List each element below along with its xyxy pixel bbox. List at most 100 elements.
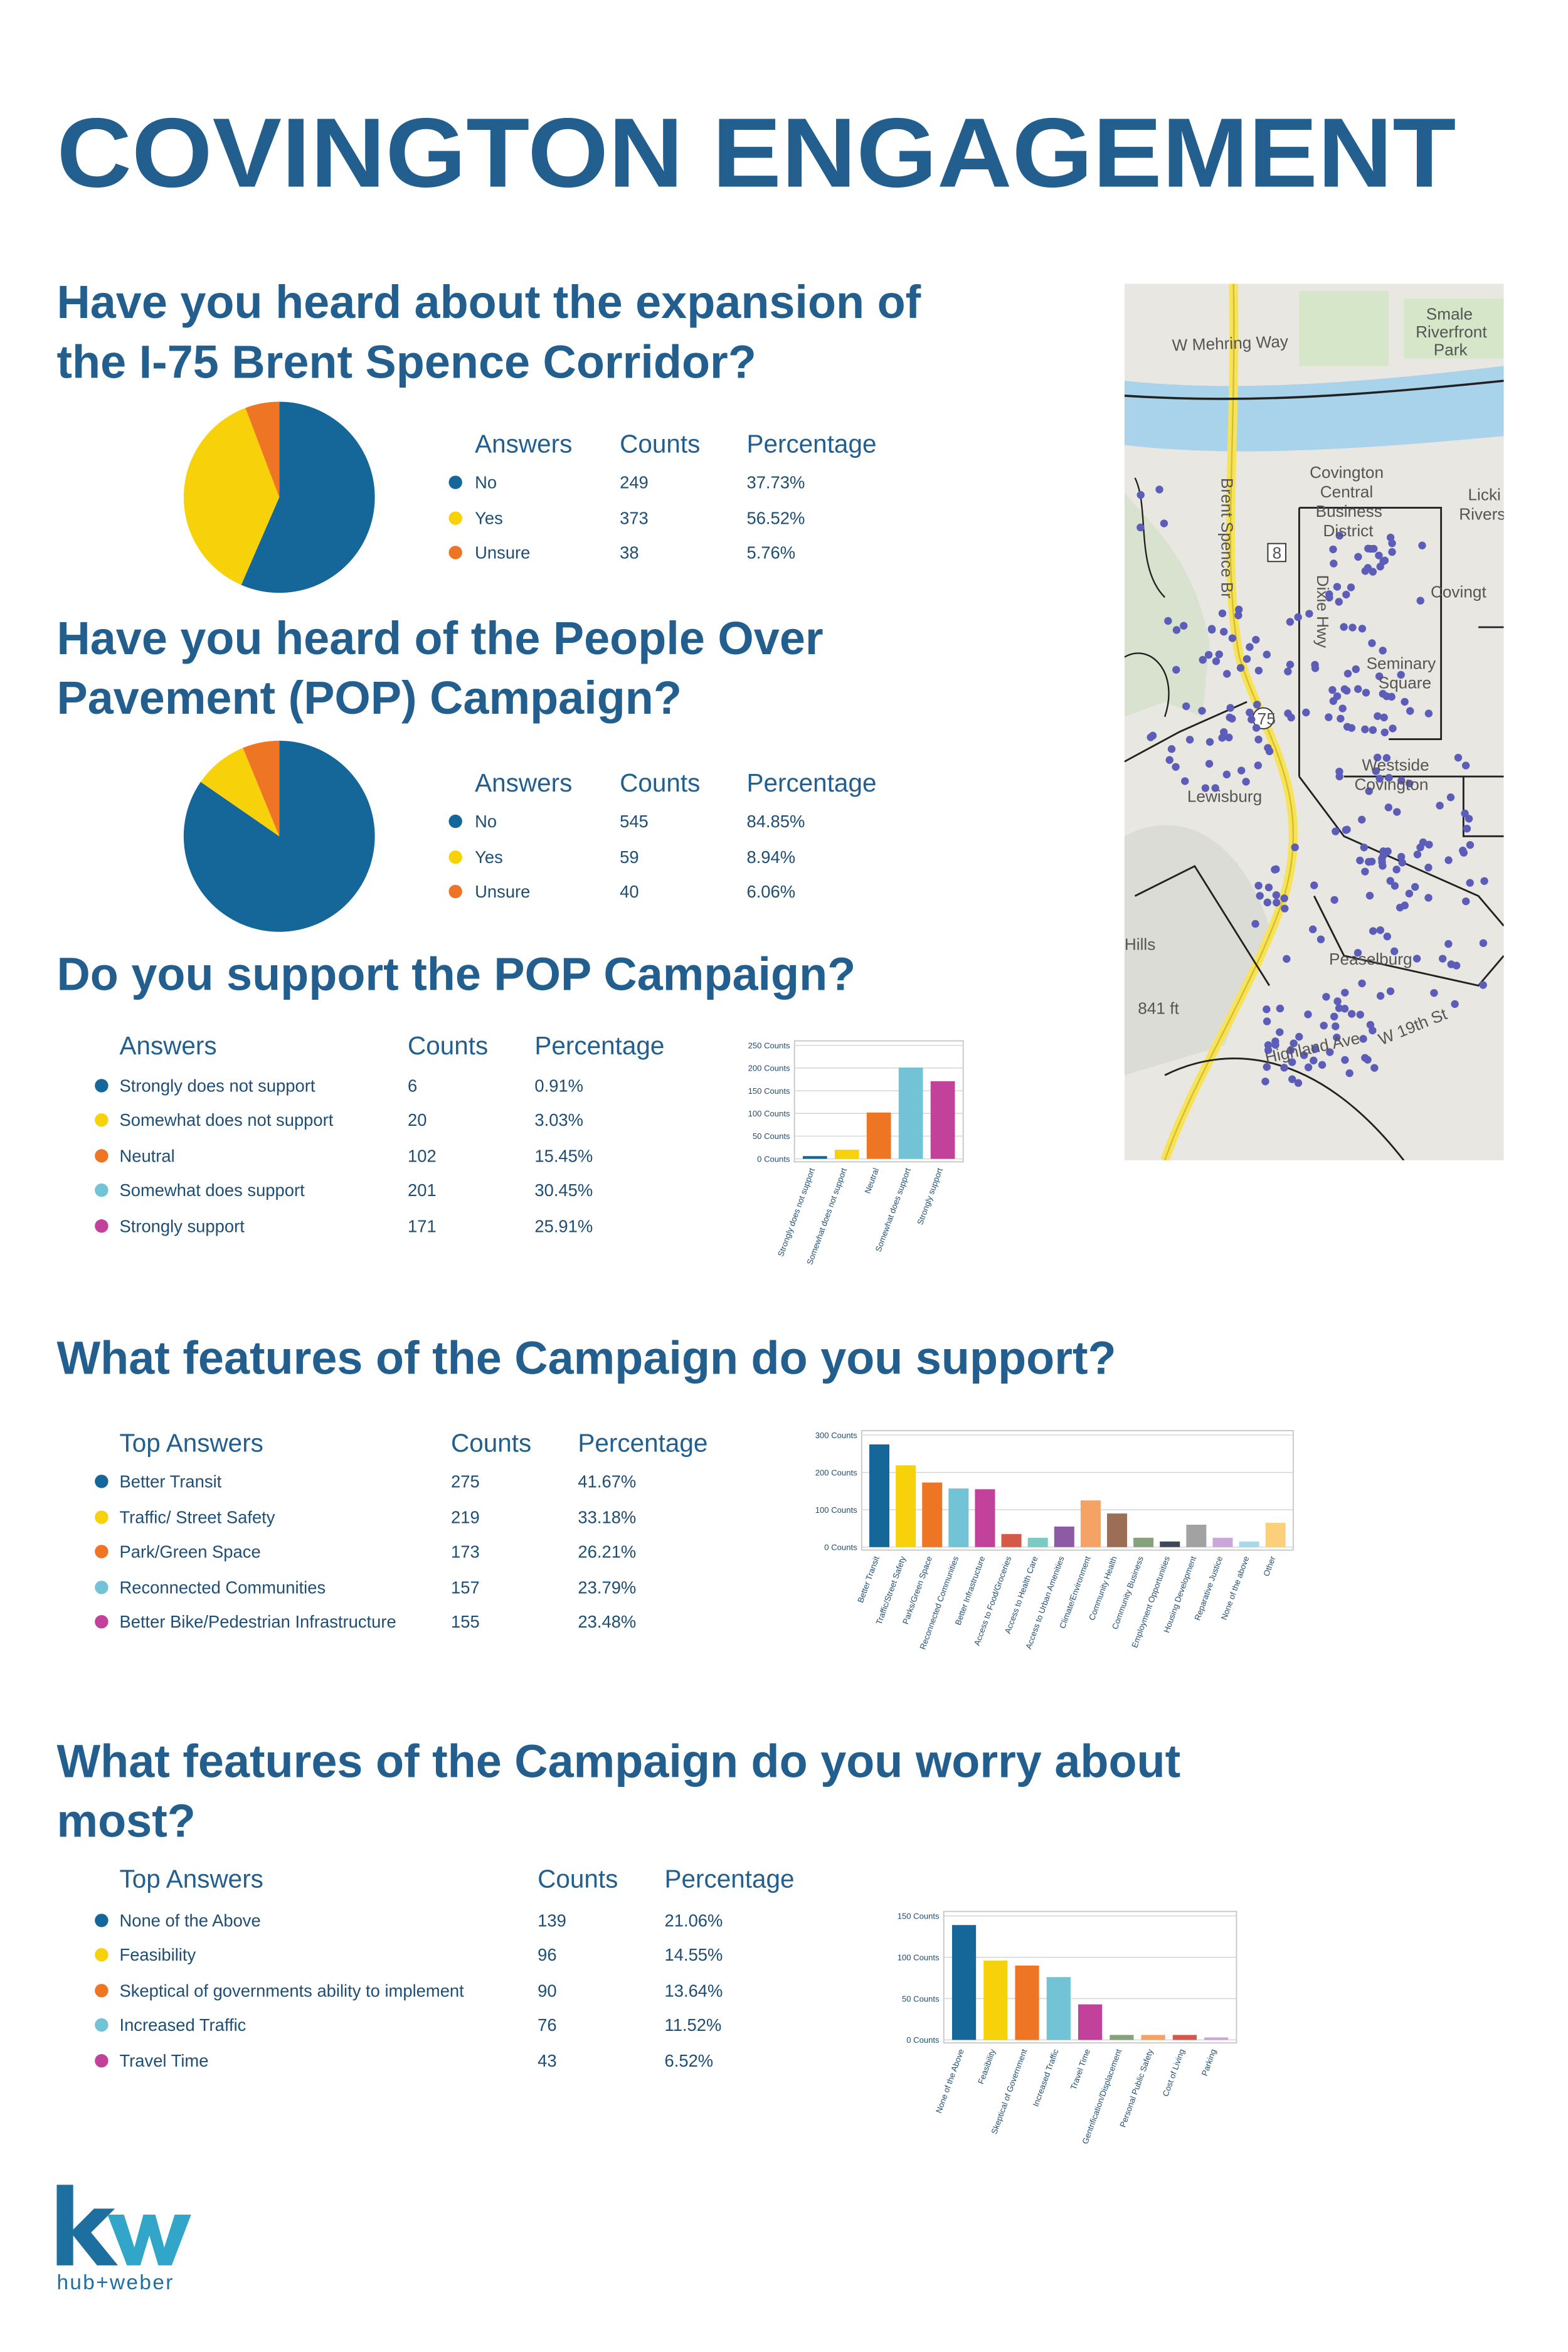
map-dot <box>1225 733 1233 742</box>
table-cell: Unsure <box>475 543 530 562</box>
table-cell: 56.52% <box>746 509 805 528</box>
table-cell: 13.64% <box>665 1981 723 2000</box>
map-dot <box>1387 692 1396 701</box>
map-dot <box>1418 541 1426 549</box>
legend-dot <box>95 1510 109 1524</box>
map-label: Business <box>1316 502 1382 521</box>
map-label: Park <box>1434 341 1468 359</box>
y-tick-label: 150 Counts <box>898 1912 940 1921</box>
logo: hub+weber <box>56 2185 191 2294</box>
legend-dot <box>95 1149 109 1163</box>
y-tick-label: 250 Counts <box>748 1041 790 1050</box>
bar <box>1186 1524 1207 1547</box>
table-cell: Yes <box>475 847 503 867</box>
map-dot <box>1425 840 1433 849</box>
map-dot <box>1374 712 1382 720</box>
map-dot <box>1358 815 1366 824</box>
map-dot <box>1406 780 1414 788</box>
map-dot <box>1234 611 1242 620</box>
bar <box>1027 1537 1048 1547</box>
map-dot <box>1376 926 1384 935</box>
legend-dot <box>448 546 462 559</box>
y-tick-label: 50 Counts <box>902 1994 940 2003</box>
map-dot <box>1254 761 1263 770</box>
legend-dot <box>448 475 462 489</box>
map-dot <box>1413 850 1422 859</box>
map-dot <box>1136 490 1145 499</box>
map-dot <box>1172 626 1181 634</box>
table-header: Percentage <box>578 1428 707 1457</box>
bar <box>1078 2004 1103 2040</box>
table-cell: None of the Above <box>119 1910 260 1930</box>
page-title: COVINGTON ENGAGEMENT <box>56 98 1456 208</box>
bar <box>951 1925 977 2040</box>
map-dot <box>1343 669 1352 678</box>
map-dot <box>1446 793 1455 802</box>
map-dot <box>1411 882 1419 891</box>
map-dot <box>1286 618 1295 626</box>
map-dot <box>1164 617 1172 625</box>
question: the I-75 Brent Spence Corridor? <box>56 336 756 388</box>
map-dot <box>1361 1054 1369 1062</box>
bar <box>1080 1500 1101 1547</box>
map-dot <box>1361 867 1369 876</box>
map-dot <box>1358 625 1367 633</box>
map-dot <box>1365 891 1374 900</box>
bar <box>1107 1513 1128 1547</box>
bar <box>896 1465 916 1547</box>
pie-slice <box>241 401 375 593</box>
map-dot <box>1416 843 1424 852</box>
table-cell: 23.48% <box>578 1612 636 1631</box>
question: Pavement (POP) Campaign? <box>56 672 681 724</box>
legend-dot <box>95 1183 109 1197</box>
map-dot <box>1322 993 1330 1001</box>
map-dot <box>1376 992 1385 1000</box>
map-dot <box>1378 858 1386 866</box>
map-dot <box>1436 802 1444 810</box>
table-cell: 37.73% <box>746 473 805 492</box>
bar <box>834 1150 859 1159</box>
bar <box>866 1112 891 1159</box>
map-dot <box>1360 843 1368 852</box>
map-dot <box>1479 981 1487 989</box>
table-cell: Strongly does not support <box>119 1076 315 1095</box>
table-cell: 5.76% <box>746 543 795 562</box>
map-dot <box>1359 1035 1367 1043</box>
y-tick-label: 100 Counts <box>748 1109 790 1118</box>
table-cell: 40 <box>620 882 638 901</box>
map-dot <box>1401 697 1409 706</box>
map-dot <box>1347 724 1356 732</box>
map-dot <box>1304 1063 1313 1071</box>
map-dot <box>1333 1033 1341 1042</box>
legend-dot <box>95 1545 109 1559</box>
map-dot <box>1172 763 1180 771</box>
map-dot <box>1356 856 1364 865</box>
logo-text: hub+weber <box>56 2271 174 2294</box>
map-dot <box>1201 784 1210 792</box>
logo-k <box>56 2185 119 2265</box>
map-dot <box>1466 879 1474 887</box>
table-cell: Increased Traffic <box>119 2015 246 2035</box>
map-label: Covington <box>1355 775 1429 794</box>
map-dot <box>1333 692 1342 701</box>
map-label: Westside <box>1362 756 1429 775</box>
table-header: Percentage <box>534 1031 664 1060</box>
map-dot <box>1246 708 1254 717</box>
bar <box>869 1444 890 1547</box>
map-dot <box>1461 809 1469 818</box>
map-dot <box>1397 776 1406 785</box>
table-header: Answers <box>475 768 572 797</box>
table-cell: 545 <box>620 812 649 831</box>
map-dot <box>1362 689 1370 697</box>
map-dot <box>1370 1064 1379 1072</box>
map-dot <box>1391 882 1399 890</box>
map-dot <box>1380 713 1388 722</box>
map-label: Brent Spence Br <box>1218 478 1237 598</box>
map-dot <box>1466 841 1475 849</box>
table-cell: Somewhat does not support <box>119 1110 333 1130</box>
y-tick-label: 150 Counts <box>748 1086 790 1096</box>
legend-dot <box>95 1079 109 1093</box>
question: What features of the Campaign do you wor… <box>56 1735 1180 1787</box>
map-dot <box>1330 1012 1338 1020</box>
